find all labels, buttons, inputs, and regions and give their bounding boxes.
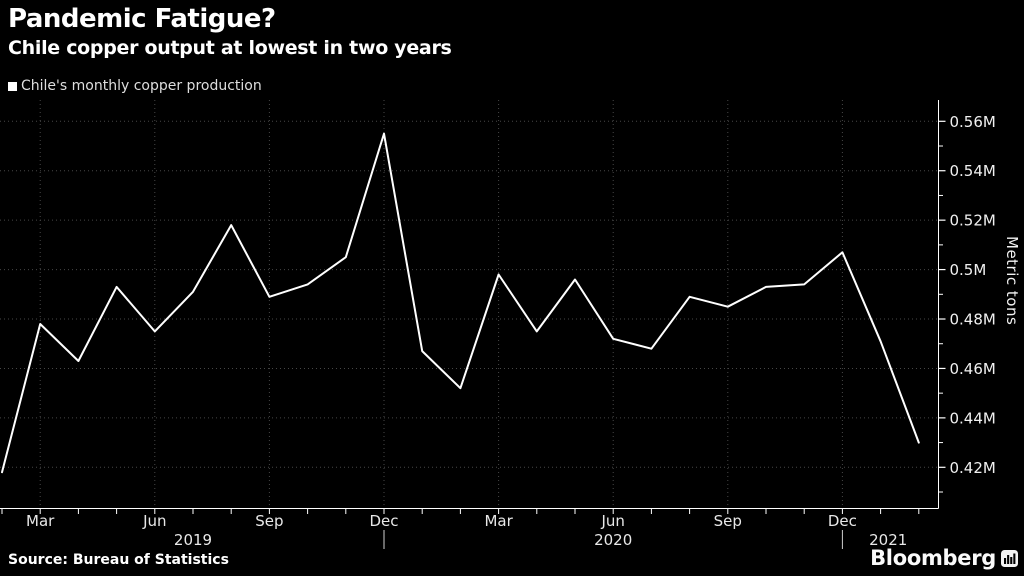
- legend-swatch-icon: [8, 81, 17, 91]
- y-tick-label: 0.44M: [950, 409, 996, 427]
- y-tick-label: 0.56M: [950, 113, 996, 131]
- month-label: Jun: [600, 512, 624, 530]
- source-note: Source: Bureau of Statistics: [8, 552, 229, 568]
- y-tick-label: 0.48M: [950, 311, 996, 329]
- legend-label: Chile's monthly copper production: [21, 78, 262, 94]
- y-tick-label: 0.5M: [950, 261, 987, 279]
- y-tick-label: 0.54M: [950, 162, 996, 180]
- bloomberg-logo: Bloomberg: [870, 546, 1018, 570]
- y-axis-ticks-and-labels: 0.56M 0.54M 0.52M 0.5M 0.48M 0.46M 0.44M 0.42M: [938, 113, 996, 493]
- legend: Chile's monthly copper production: [8, 78, 262, 94]
- horizontal-gridlines: [0, 120, 939, 468]
- month-label: Dec: [369, 512, 398, 530]
- year-label: 2020: [594, 531, 632, 549]
- month-label: Mar: [26, 512, 55, 530]
- y-axis-title: Metric tons: [1003, 236, 1021, 326]
- x-axis-month-ticks: [1, 508, 920, 514]
- series-line-copper-production: [1, 132, 920, 474]
- bloomberg-terminal-icon: [1001, 549, 1018, 567]
- y-tick-label: 0.46M: [950, 360, 996, 378]
- chart-subtitle: Chile copper output at lowest in two yea…: [8, 37, 452, 59]
- x-axis-year-labels: 2019 2020 2021: [174, 530, 907, 549]
- y-tick-label: 0.42M: [950, 459, 996, 477]
- bloomberg-wordmark: Bloomberg: [870, 546, 996, 570]
- month-label: Mar: [484, 512, 513, 530]
- month-label: Jun: [142, 512, 166, 530]
- x-axis-month-labels: Mar Jun Sep Dec Mar Jun Sep Dec: [26, 512, 857, 530]
- month-label: Dec: [828, 512, 857, 530]
- vertical-gridlines: [39, 100, 843, 509]
- year-label: 2019: [174, 531, 212, 549]
- chart-title: Pandemic Fatigue?: [8, 4, 276, 34]
- year-label: 2021: [869, 531, 907, 549]
- month-label: Sep: [255, 512, 283, 530]
- month-label: Sep: [714, 512, 742, 530]
- axes: [0, 100, 939, 509]
- y-tick-label: 0.52M: [950, 212, 996, 230]
